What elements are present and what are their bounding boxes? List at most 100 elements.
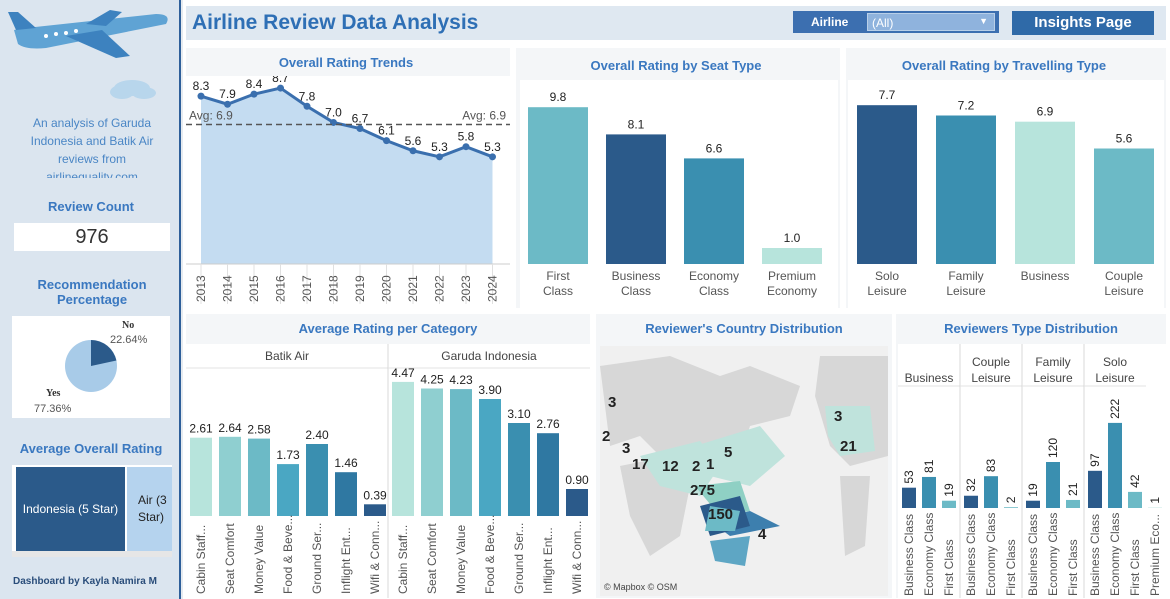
svg-travel-bar <box>936 115 996 264</box>
trend-year-label: 2021 <box>406 275 420 302</box>
svg-seat-bar <box>762 248 822 264</box>
travel-chart[interactable]: 7.7 Solo Leisure 7.2 Family Leisure 6.9 Busines… <box>848 80 1164 308</box>
reviewer-bar <box>1026 500 1040 508</box>
category-axis-label: Wifi & Conn... <box>368 521 382 594</box>
category-value-label: 4.25 <box>420 373 444 387</box>
reviewer-value-label: 19 <box>942 483 956 497</box>
map-count-label: 21 <box>840 438 857 455</box>
category-axis-label: Seat Comfort <box>425 523 439 594</box>
reviewer-bar <box>984 476 998 508</box>
map-count-label: 3 <box>834 408 843 425</box>
reviewer-value-label: 42 <box>1128 474 1142 488</box>
trend-point <box>383 137 390 145</box>
svg-seat-bar <box>528 107 588 264</box>
category-axis-label: Seat Comfort <box>223 523 237 594</box>
category-axis-label: Cabin Staff... <box>396 525 410 594</box>
reviewer-chart[interactable]: Business 53 Business Class 81 Economy Class 1… <box>898 344 1166 598</box>
reviewer-value-label: 97 <box>1088 453 1102 467</box>
reviewer-bar <box>1004 507 1018 508</box>
travel-chart-title: Overall Rating by Travelling Type <box>901 58 1107 73</box>
recommendation-pie-card: No 22.64% Yes 77.36% <box>12 316 170 418</box>
seat-chart[interactable]: 9.8 First Class 8.1 Business Class 6.6 Economy C… <box>520 80 838 308</box>
category-value-label: 4.47 <box>391 366 415 380</box>
svg-travel-bar <box>1094 148 1154 264</box>
category-value-label: 1.73 <box>276 448 300 462</box>
svg-travel-bar <box>1015 121 1075 264</box>
reviewer-panel-header: Leisure <box>971 371 1011 385</box>
category-value-label: 1.46 <box>334 456 358 470</box>
reviewer-bar <box>1066 499 1080 508</box>
trend-point <box>409 147 417 155</box>
review-count-value: 976 <box>14 223 170 251</box>
map-count-label: 2 <box>602 428 611 445</box>
reviewer-axis-label: Premium Eco... <box>1148 514 1162 596</box>
reviewer-chart-title: Reviewers Type Distribution <box>944 321 1118 336</box>
map-count-label: 4 <box>758 526 767 543</box>
treemap-scrollbar[interactable] <box>12 551 172 557</box>
category-bar <box>421 388 443 516</box>
category-axis-label: Cabin Staff... <box>194 525 208 594</box>
reviewer-axis-label: Economy Class <box>984 513 998 596</box>
svg-seat-value-label: 9.8 <box>550 90 567 104</box>
reviewer-value-label: 120 <box>1046 438 1060 458</box>
treemap-cell-garuda[interactable]: Indonesia (5 Star) <box>16 467 125 551</box>
trend-point <box>489 153 496 161</box>
category-value-label: 2.40 <box>305 428 329 442</box>
trend-area <box>201 88 493 264</box>
review-count-title: Review Count <box>48 199 134 214</box>
reviewer-axis-label: First Class <box>1128 539 1142 596</box>
reviewer-bar <box>1128 491 1142 508</box>
category-value-label: 0.90 <box>565 473 589 487</box>
map-count-label: 3 <box>622 440 631 457</box>
trend-value-label: 7.8 <box>299 89 316 103</box>
category-axis-label: Money Value <box>252 525 266 594</box>
category-chart-title: Average Rating per Category <box>298 321 478 336</box>
category-value-label: 2.58 <box>247 423 271 437</box>
category-panel-header: Batik Air <box>265 349 309 363</box>
seat-chart-title: Overall Rating by Seat Type <box>590 58 762 73</box>
avg-label-left: Avg: 6.9 <box>189 108 233 122</box>
avg-overall-treemap: Indonesia (5 Star) Air (3 Star) <box>12 465 172 557</box>
world-map-shapes <box>600 356 888 566</box>
trend-point <box>250 90 258 98</box>
map-count-label: 2 <box>692 458 701 475</box>
category-bar <box>248 438 270 516</box>
category-bar <box>335 472 357 516</box>
reviewer-panel-header: Couple <box>972 355 1010 369</box>
reviewer-bar <box>1046 462 1060 508</box>
airplane-logo-icon <box>8 10 168 99</box>
map-count-label: 275 <box>690 482 716 499</box>
page-title: Airline Review Data Analysis <box>192 11 479 34</box>
map-count-label: 150 <box>708 506 734 523</box>
reviewer-axis-label: First Class <box>1066 539 1080 596</box>
credit-text: Dashboard by Kayla Namira M <box>13 576 157 587</box>
category-axis-label: Money Value <box>454 525 468 594</box>
treemap-cell-batik[interactable]: Air (3 Star) <box>127 467 172 551</box>
airline-filter-select[interactable]: (All) ▼ <box>867 13 995 31</box>
reviewer-panel-header: Family <box>1035 355 1070 369</box>
category-bar <box>566 489 588 516</box>
trend-value-label: 5.6 <box>405 134 422 148</box>
trend-year-label: 2019 <box>353 275 367 302</box>
sidebar: An analysis of Garuda Indonesia and Bati… <box>0 0 181 599</box>
category-panel-header: Garuda Indonesia <box>441 349 537 363</box>
trend-value-label: 7.9 <box>219 87 236 101</box>
map-attribution: © Mapbox © OSM <box>604 582 678 592</box>
category-chart[interactable]: Batik Air 2.61 Cabin Staff... 2.64 Seat Comf… <box>186 344 590 598</box>
category-bar <box>450 389 472 516</box>
trend-chart[interactable]: 8.3 7.9 8.4 8.7 7.8 7.0 6.7 6.1 5.6 5.3 5.8 5.3 Avg:… <box>186 76 510 308</box>
country-map[interactable]: 3 2 3 17 12 2 1 5 275 150 4 3 21 © Mapbox © OSM <box>600 346 888 596</box>
insights-page-button[interactable]: Insights Page <box>1012 11 1154 35</box>
category-bar <box>306 444 328 516</box>
svg-seat-bar <box>606 134 666 264</box>
reviewer-panel-header: Solo <box>1103 355 1127 369</box>
category-value-label: 4.23 <box>449 373 473 387</box>
category-axis-label: Food & Beve... <box>281 515 295 594</box>
category-bar <box>219 436 241 516</box>
trend-year-label: 2018 <box>327 275 341 302</box>
map-count-label: 5 <box>724 444 733 461</box>
airline-filter[interactable]: Airline (All) ▼ <box>793 11 999 33</box>
avg-overall-title: Average Overall Rating <box>19 441 163 456</box>
reviewer-panel-header: Leisure <box>1095 371 1135 385</box>
reviewer-value-label: 21 <box>1066 482 1080 496</box>
